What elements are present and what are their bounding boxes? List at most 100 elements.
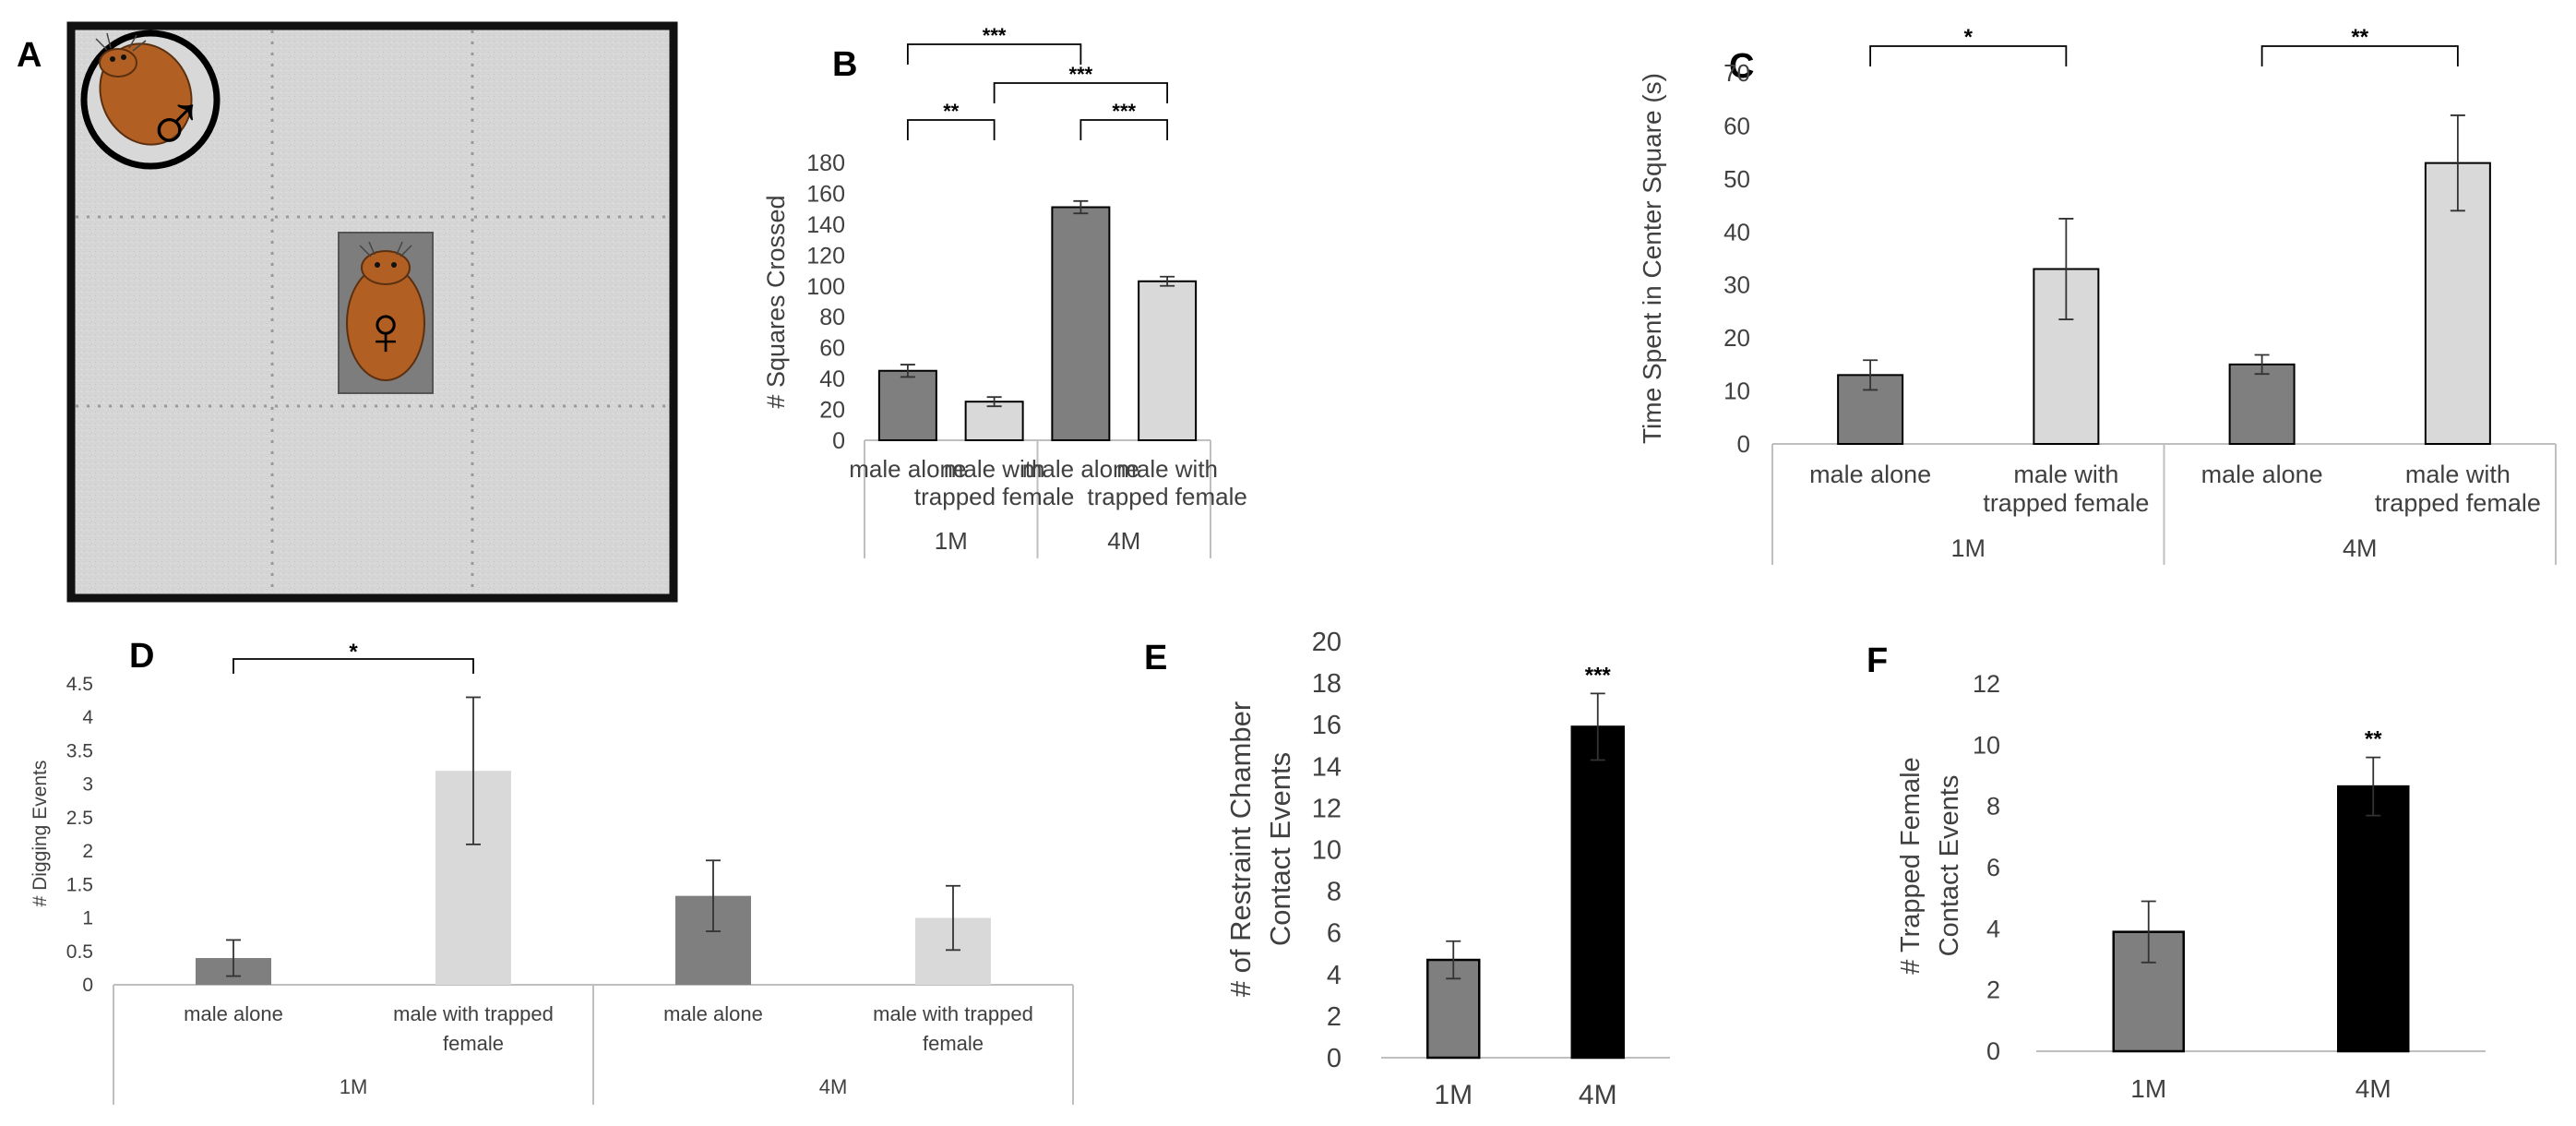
x-category-label: 4M (1579, 1080, 1617, 1110)
x-group-label: 1M (1950, 534, 1986, 562)
significance-bracket (1079, 119, 1169, 140)
female-hamster-icon (346, 241, 425, 381)
x-group-label: 4M (1107, 527, 1140, 555)
significance-label: * (1964, 25, 1974, 50)
x-category-label: male with trapped (393, 1002, 554, 1025)
x-category-label: male with (944, 455, 1045, 483)
x-category-label: trapped female (1087, 483, 1246, 510)
male-hamster-icon (95, 32, 193, 146)
x-category-label: male alone (1809, 461, 1931, 488)
panel-a-arena-illustration: A ♂ (17, 21, 678, 603)
significance-bracket (233, 658, 474, 674)
male-symbol: ♂ (144, 77, 208, 171)
y-tick-label: 0 (82, 975, 93, 996)
panel-label: E (1144, 639, 1167, 677)
x-group-label: 4M (819, 1075, 848, 1098)
bar (964, 401, 1024, 442)
x-category-label: trapped female (1983, 489, 2149, 517)
y-tick-label: 80 (819, 305, 845, 330)
y-tick-label: 3.5 (66, 740, 93, 761)
significance-bracket (906, 43, 1082, 65)
x-category-label: 4M (2355, 1074, 2391, 1103)
y-axis-label-line: Contact Events (1264, 752, 1296, 946)
panel-label: B (832, 45, 857, 84)
significance-bracket (1869, 45, 2068, 66)
x-category-label: trapped female (2375, 489, 2541, 517)
y-tick-label: 70 (1723, 59, 1750, 87)
panel-label: C (1729, 47, 1754, 86)
y-tick-label: 6 (1986, 854, 2000, 881)
significance-label: *** (1069, 63, 1093, 86)
x-category-label: male with (2013, 461, 2118, 488)
y-axis-label: Time Spent in Center Square (s) (1638, 73, 1666, 444)
significance-bracket (993, 82, 1169, 103)
x-category-label: female (443, 1032, 504, 1055)
x-category-label: male alone (184, 1002, 283, 1025)
y-tick-label: 60 (1723, 112, 1750, 139)
significance-label: *** (1112, 100, 1136, 123)
significance-label: * (349, 640, 358, 665)
y-tick-label: 0 (832, 428, 845, 454)
x-group-label: 1M (340, 1075, 368, 1098)
y-tick-label: 20 (1312, 628, 1342, 657)
x-category-label: male with (1116, 455, 1218, 483)
y-tick-label: 3 (82, 774, 93, 796)
y-tick-label: 18 (1312, 669, 1342, 699)
x-category-label: 1M (2130, 1074, 2166, 1103)
y-tick-label: 10 (1312, 836, 1342, 866)
y-tick-label: 0.5 (66, 941, 93, 963)
y-tick-label: 12 (1312, 794, 1342, 823)
y-axis-label: # Digging Events (30, 761, 51, 907)
y-tick-label: 30 (1723, 271, 1750, 299)
x-category-label: male with trapped (873, 1002, 1033, 1025)
x-category-label: male with (2405, 461, 2510, 488)
female-symbol: ♀ (360, 292, 412, 370)
y-tick-label: 6 (1327, 919, 1342, 949)
significance-label: ** (943, 100, 960, 123)
y-tick-label: 4 (82, 707, 93, 728)
y-tick-label: 100 (806, 274, 845, 300)
x-group-label: 4M (2343, 534, 2378, 562)
x-category-label: male alone (849, 455, 966, 483)
y-axis-label: # Squares Crossed (762, 195, 790, 408)
significance-bracket (906, 119, 996, 140)
chart-panel-c: C 0 10 20 30 40 50 60 70 Time Spent in Center Squ… (1638, 25, 2557, 565)
y-tick-label: 12 (1973, 670, 2000, 698)
bar (1051, 206, 1111, 441)
y-tick-label: 50 (1723, 165, 1750, 193)
y-tick-label: 10 (1723, 377, 1750, 405)
bar (1138, 280, 1198, 441)
y-tick-label: 2 (1327, 1002, 1342, 1032)
y-tick-label: 1 (82, 908, 93, 929)
y-tick-label: 180 (806, 150, 845, 176)
y-tick-label: 60 (819, 336, 845, 362)
y-tick-label: 120 (806, 243, 845, 269)
y-tick-label: 1.5 (66, 874, 93, 895)
y-tick-label: 16 (1312, 711, 1342, 740)
significance-label: ** (2365, 727, 2382, 752)
y-tick-label: 0 (1737, 430, 1750, 458)
x-category-label: female (923, 1032, 984, 1055)
y-axis-label-line: # Trapped Female (1896, 757, 1926, 974)
bar (877, 369, 937, 441)
x-category-label: trapped female (914, 483, 1074, 510)
y-axis-label-line: Contact Events (1935, 775, 1964, 957)
y-tick-label: 20 (819, 398, 845, 424)
chart-panel-d: D 0 0.5 1 1.5 2 2.5 3 3.5 4 4.5 # Digging Events mal… (30, 637, 1074, 1105)
y-tick-label: 20 (1723, 324, 1750, 352)
significance-bracket (2260, 45, 2459, 66)
y-tick-label: 8 (1986, 793, 2000, 821)
bar (1570, 725, 1625, 1060)
chart-panel-f: F 0 2 4 6 8 10 12 # Trapped Female Contact Events… (1866, 641, 2486, 1103)
y-axis-label-line: # of Restraint Chamber (1224, 701, 1257, 997)
significance-label: ** (2351, 25, 2368, 50)
y-tick-label: 40 (1723, 218, 1750, 246)
x-group-label: 1M (935, 527, 968, 555)
panel-label: F (1866, 641, 1888, 680)
significance-label: *** (1585, 663, 1612, 688)
x-category-label: male alone (663, 1002, 763, 1025)
panel-label: D (129, 637, 154, 676)
panel-a-label: A (17, 36, 42, 75)
